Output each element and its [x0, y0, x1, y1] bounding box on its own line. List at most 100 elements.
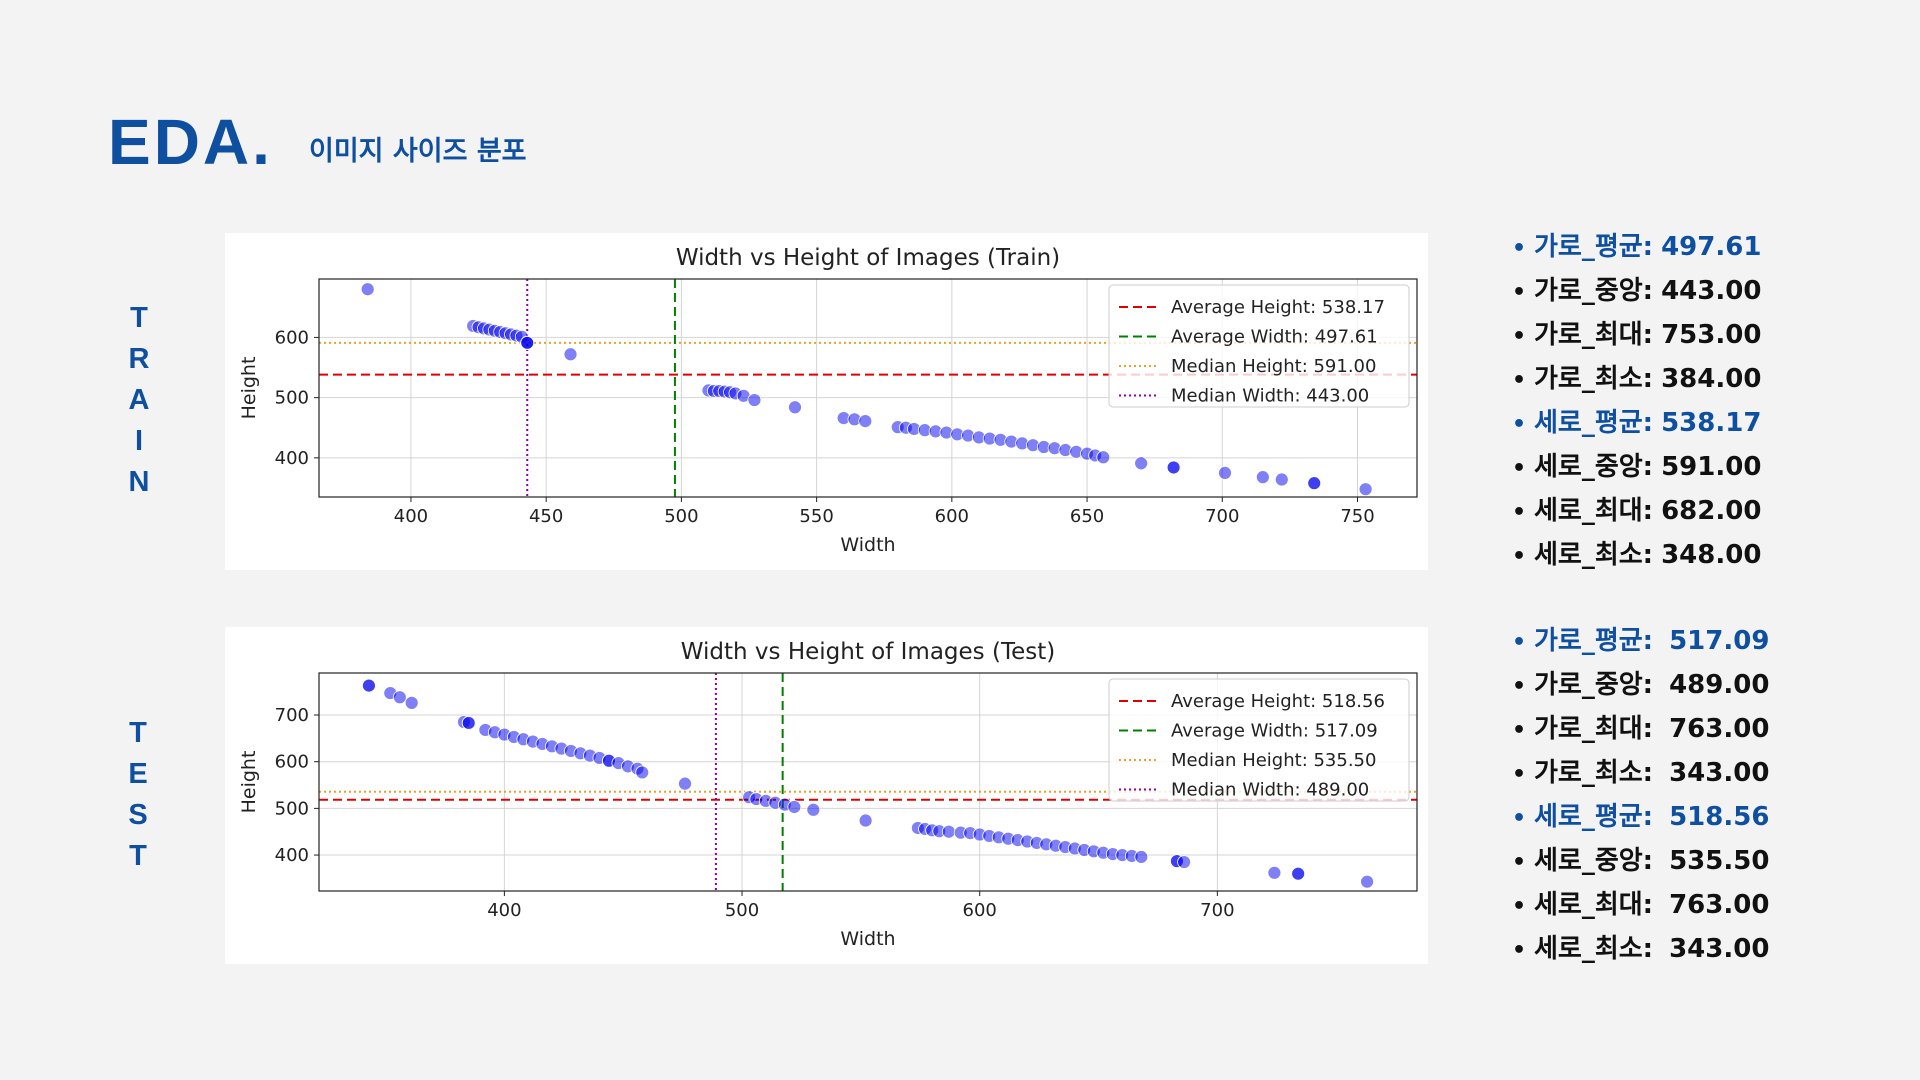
legend-box — [1108, 284, 1410, 408]
legend-label: Average Width: 517.09 — [1171, 721, 1378, 742]
stat-item: 세로_최소: 343.00 — [1512, 927, 1769, 971]
x-tick-label: 600 — [935, 506, 969, 527]
test-letter: T — [129, 840, 147, 872]
legend-label: Median Width: 443.00 — [1171, 386, 1369, 407]
x-tick-label: 600 — [963, 900, 997, 921]
stat-value: 518.56 — [1669, 802, 1770, 832]
stat-value: 343.00 — [1669, 934, 1770, 964]
data-point — [806, 802, 821, 817]
stat-label: 세로_중앙: — [1534, 452, 1654, 482]
stat-value: 497.61 — [1661, 232, 1762, 262]
stat-item: 세로_최대:682.00 — [1512, 489, 1761, 533]
stat-label: 세로_최대: — [1534, 890, 1654, 920]
data-point — [360, 282, 375, 297]
stat-label: 세로_평균: — [1534, 802, 1654, 832]
stat-label: 세로_최소: — [1534, 934, 1654, 964]
test-scatter-chart: Width vs Height of Images (Test) 400 500 60… — [238, 639, 1418, 950]
data-point — [941, 824, 956, 839]
test-side-label: T E S T — [118, 713, 158, 877]
x-tick-label: 550 — [799, 506, 833, 527]
data-point — [563, 347, 578, 362]
stat-item: 세로_최대: 763.00 — [1512, 883, 1769, 927]
stat-label: 가로_중앙: — [1534, 276, 1654, 306]
train-letter: I — [134, 425, 144, 457]
data-point — [392, 690, 407, 705]
train-side-label: T R A I N — [119, 298, 159, 503]
y-axis-label: Height — [238, 751, 260, 814]
test-letter: S — [128, 799, 148, 831]
legend-label: Median Height: 591.00 — [1171, 356, 1376, 377]
stat-label: 가로_최소: — [1534, 758, 1654, 788]
data-point — [1307, 476, 1322, 491]
stat-label: 가로_평균: — [1534, 626, 1654, 656]
y-tick-label: 400 — [275, 845, 309, 866]
train-letter: A — [128, 384, 150, 416]
stat-label: 가로_중앙: — [1534, 670, 1654, 700]
stat-value: 538.17 — [1661, 408, 1762, 438]
stat-item: 가로_최소:384.00 — [1512, 357, 1761, 401]
data-point — [1166, 460, 1181, 475]
train-letter: R — [128, 343, 150, 375]
legend-label: Average Height: 538.17 — [1171, 297, 1385, 318]
test-letter: T — [129, 717, 147, 749]
stat-item: 세로_평균: 518.56 — [1512, 795, 1769, 839]
stat-label: 세로_평균: — [1534, 408, 1654, 438]
plot-frame — [318, 672, 1418, 892]
stat-value: 517.09 — [1669, 626, 1770, 656]
data-point — [678, 776, 692, 791]
stat-value: 343.00 — [1669, 758, 1770, 788]
x-tick-label: 650 — [1070, 506, 1104, 527]
x-tick-label: 700 — [1205, 506, 1239, 527]
data-point — [858, 414, 873, 429]
page-title: EDA. — [108, 106, 273, 178]
y-tick-label: 500 — [275, 388, 309, 409]
test-chart-panel: Width vs Height of Images (Test) 400 500 60… — [225, 627, 1428, 964]
stat-value: 348.00 — [1661, 540, 1762, 570]
y-tick-label: 700 — [275, 705, 309, 726]
data-point — [787, 800, 802, 814]
x-tick-label: 700 — [1200, 900, 1234, 921]
stat-item: 가로_중앙: 489.00 — [1512, 663, 1769, 707]
data-point — [747, 393, 762, 407]
legend-label: Average Height: 518.56 — [1171, 691, 1385, 712]
data-point — [520, 335, 535, 350]
train-stats-list: 가로_평균:497.61 가로_중앙:443.00 가로_최대:753.00 가… — [1512, 225, 1761, 577]
x-tick-label: 500 — [725, 900, 759, 921]
x-tick-label: 400 — [394, 506, 428, 527]
stat-value: 763.00 — [1669, 890, 1770, 920]
y-tick-label: 600 — [275, 327, 309, 348]
stat-item: 가로_최대: 763.00 — [1512, 707, 1769, 751]
stat-value: 591.00 — [1661, 452, 1762, 482]
stat-value: 384.00 — [1661, 364, 1762, 394]
plot-frame — [318, 278, 1418, 498]
data-point — [1360, 874, 1374, 889]
data-point — [788, 400, 802, 415]
test-letter: E — [128, 758, 148, 790]
data-point — [1358, 482, 1373, 497]
data-point — [1218, 466, 1232, 480]
stat-value: 763.00 — [1669, 714, 1770, 744]
stat-item: 가로_중앙:443.00 — [1512, 269, 1761, 313]
stat-value: 443.00 — [1661, 276, 1762, 306]
data-point — [1134, 850, 1149, 864]
data-point — [1177, 855, 1191, 869]
train-scatter-chart: Width vs Height of Images (Train) 400 450 5… — [238, 245, 1418, 556]
chart-title: Width vs Height of Images (Test) — [681, 639, 1055, 665]
stat-item: 가로_평균:497.61 — [1512, 225, 1761, 269]
test-stats-list: 가로_평균: 517.09 가로_중앙: 489.00 가로_최대: 763.00 가… — [1512, 619, 1769, 971]
train-letter: T — [130, 302, 148, 334]
x-tick-label: 750 — [1340, 506, 1374, 527]
legend-label: Average Width: 497.61 — [1171, 327, 1378, 348]
stat-value: 753.00 — [1661, 320, 1762, 350]
data-point — [1255, 470, 1270, 485]
legend-box — [1108, 678, 1410, 802]
data-point — [1291, 866, 1306, 881]
stat-value: 535.50 — [1669, 846, 1770, 876]
stat-label: 세로_최대: — [1534, 496, 1654, 526]
stat-value: 682.00 — [1661, 496, 1762, 526]
y-axis-label: Height — [238, 357, 260, 420]
x-tick-label: 450 — [529, 506, 563, 527]
legend-label: Median Width: 489.00 — [1171, 780, 1369, 801]
stat-label: 세로_최소: — [1534, 540, 1654, 570]
data-point — [1134, 456, 1149, 471]
